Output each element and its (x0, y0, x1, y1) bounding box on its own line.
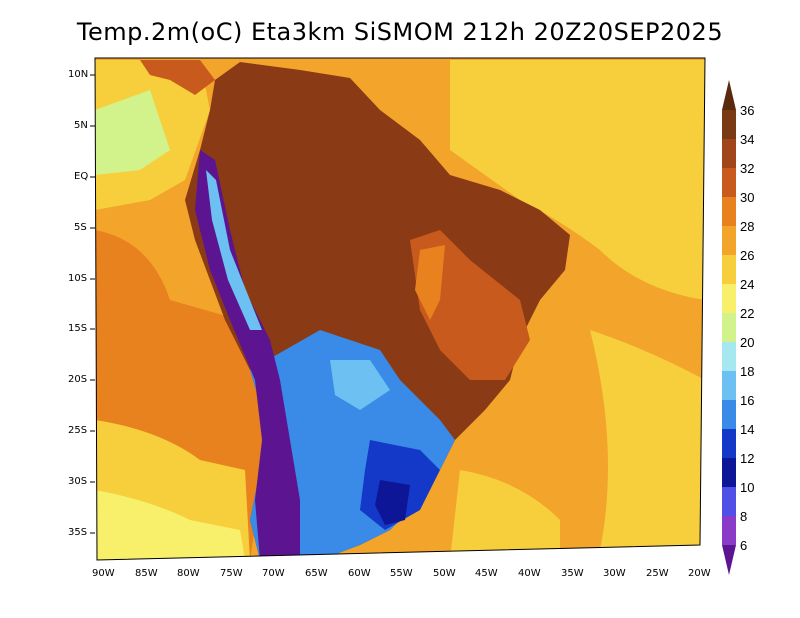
lon-label-90w: 90W (92, 568, 115, 579)
lat-label-35s: 35S (68, 527, 88, 538)
lon-label-75w: 75W (220, 568, 243, 579)
colorbar-label-34: 34 (740, 132, 755, 147)
central-plateau-mild (415, 245, 445, 320)
colorbar-swatch (722, 197, 736, 226)
colorbar-swatch (722, 342, 736, 371)
chaco-cool (330, 360, 390, 410)
lon-label-55w: 55W (390, 568, 413, 579)
colorbar-label-10: 10 (740, 480, 755, 495)
lon-label-50w: 50W (433, 568, 456, 579)
andes-north-cool (206, 170, 262, 330)
colorbar-label-20: 20 (740, 335, 755, 350)
colorbar-label-28: 28 (740, 219, 755, 234)
lat-label-10s: 10S (68, 273, 88, 284)
lon-label-60w: 60W (348, 568, 371, 579)
lon-label-25w: 25W (646, 568, 669, 579)
colorbar-swatch (722, 429, 736, 458)
lon-label-45w: 45W (475, 568, 498, 579)
lon-label-30w: 30W (603, 568, 626, 579)
lon-label-70w: 70W (262, 568, 285, 579)
colorbar-swatch (722, 168, 736, 197)
atlantic-south-mild (450, 470, 560, 560)
colorbar-label-26: 26 (740, 248, 755, 263)
colorbar-label-16: 16 (740, 393, 755, 408)
colorbar-swatch (722, 371, 736, 400)
lat-label-30s: 30S (68, 476, 88, 487)
pacific-north-cool (95, 90, 170, 175)
atlantic-east-mild (590, 330, 705, 550)
atlantic-north-mild (450, 60, 705, 300)
colorbar-swatch (722, 313, 736, 342)
colorbar-label-36: 36 (740, 103, 755, 118)
colorbar-label-32: 32 (740, 161, 755, 176)
colorbar-swatch (722, 458, 736, 487)
colorbar-label-24: 24 (740, 277, 755, 292)
colorbar-swatch (722, 487, 736, 516)
colorbar-swatch (722, 284, 736, 313)
colorbar (722, 80, 736, 575)
colorbar-label-22: 22 (740, 306, 755, 321)
map-title: Temp.2m(oC) Eta3km SiSMOM 212h 20Z20SEP2… (76, 18, 724, 46)
colorbar-bottom-arrow (722, 545, 736, 575)
map-fields (95, 58, 705, 560)
lat-label-10n: 10N (68, 69, 89, 80)
colorbar-label-30: 30 (740, 190, 755, 205)
lat-label-5n: 5N (74, 120, 88, 131)
lon-label-85w: 85W (135, 568, 158, 579)
lon-label-35w: 35W (561, 568, 584, 579)
colorbar-swatch (722, 516, 736, 545)
lat-label-25s: 25S (68, 425, 88, 436)
colorbar-swatch (722, 400, 736, 429)
lon-label-20w: 20W (688, 568, 711, 579)
colorbar-label-8: 8 (740, 509, 748, 524)
colorbar-label-6: 6 (740, 538, 748, 553)
lat-ticks (90, 74, 95, 534)
colorbar-swatch (722, 139, 736, 168)
central-america (140, 60, 215, 95)
map-frame (94, 57, 706, 561)
pacific-south-cool (95, 490, 245, 560)
lon-label-65w: 65W (305, 568, 328, 579)
lat-label-20s: 20S (68, 374, 88, 385)
lat-label-eq: EQ (74, 171, 89, 182)
colorbar-swatch (722, 110, 736, 139)
colorbar-top-arrow (722, 80, 736, 110)
colorbar-label-12: 12 (740, 451, 755, 466)
uruguay-cold (375, 480, 410, 525)
lat-label-5s: 5S (74, 222, 87, 233)
lon-label-80w: 80W (177, 568, 200, 579)
colorbar-label-18: 18 (740, 364, 755, 379)
colorbar-swatch (722, 255, 736, 284)
colorbar-label-14: 14 (740, 422, 755, 437)
lat-label-15s: 15S (68, 323, 88, 334)
colorbar-swatch (722, 226, 736, 255)
lon-label-40w: 40W (518, 568, 541, 579)
